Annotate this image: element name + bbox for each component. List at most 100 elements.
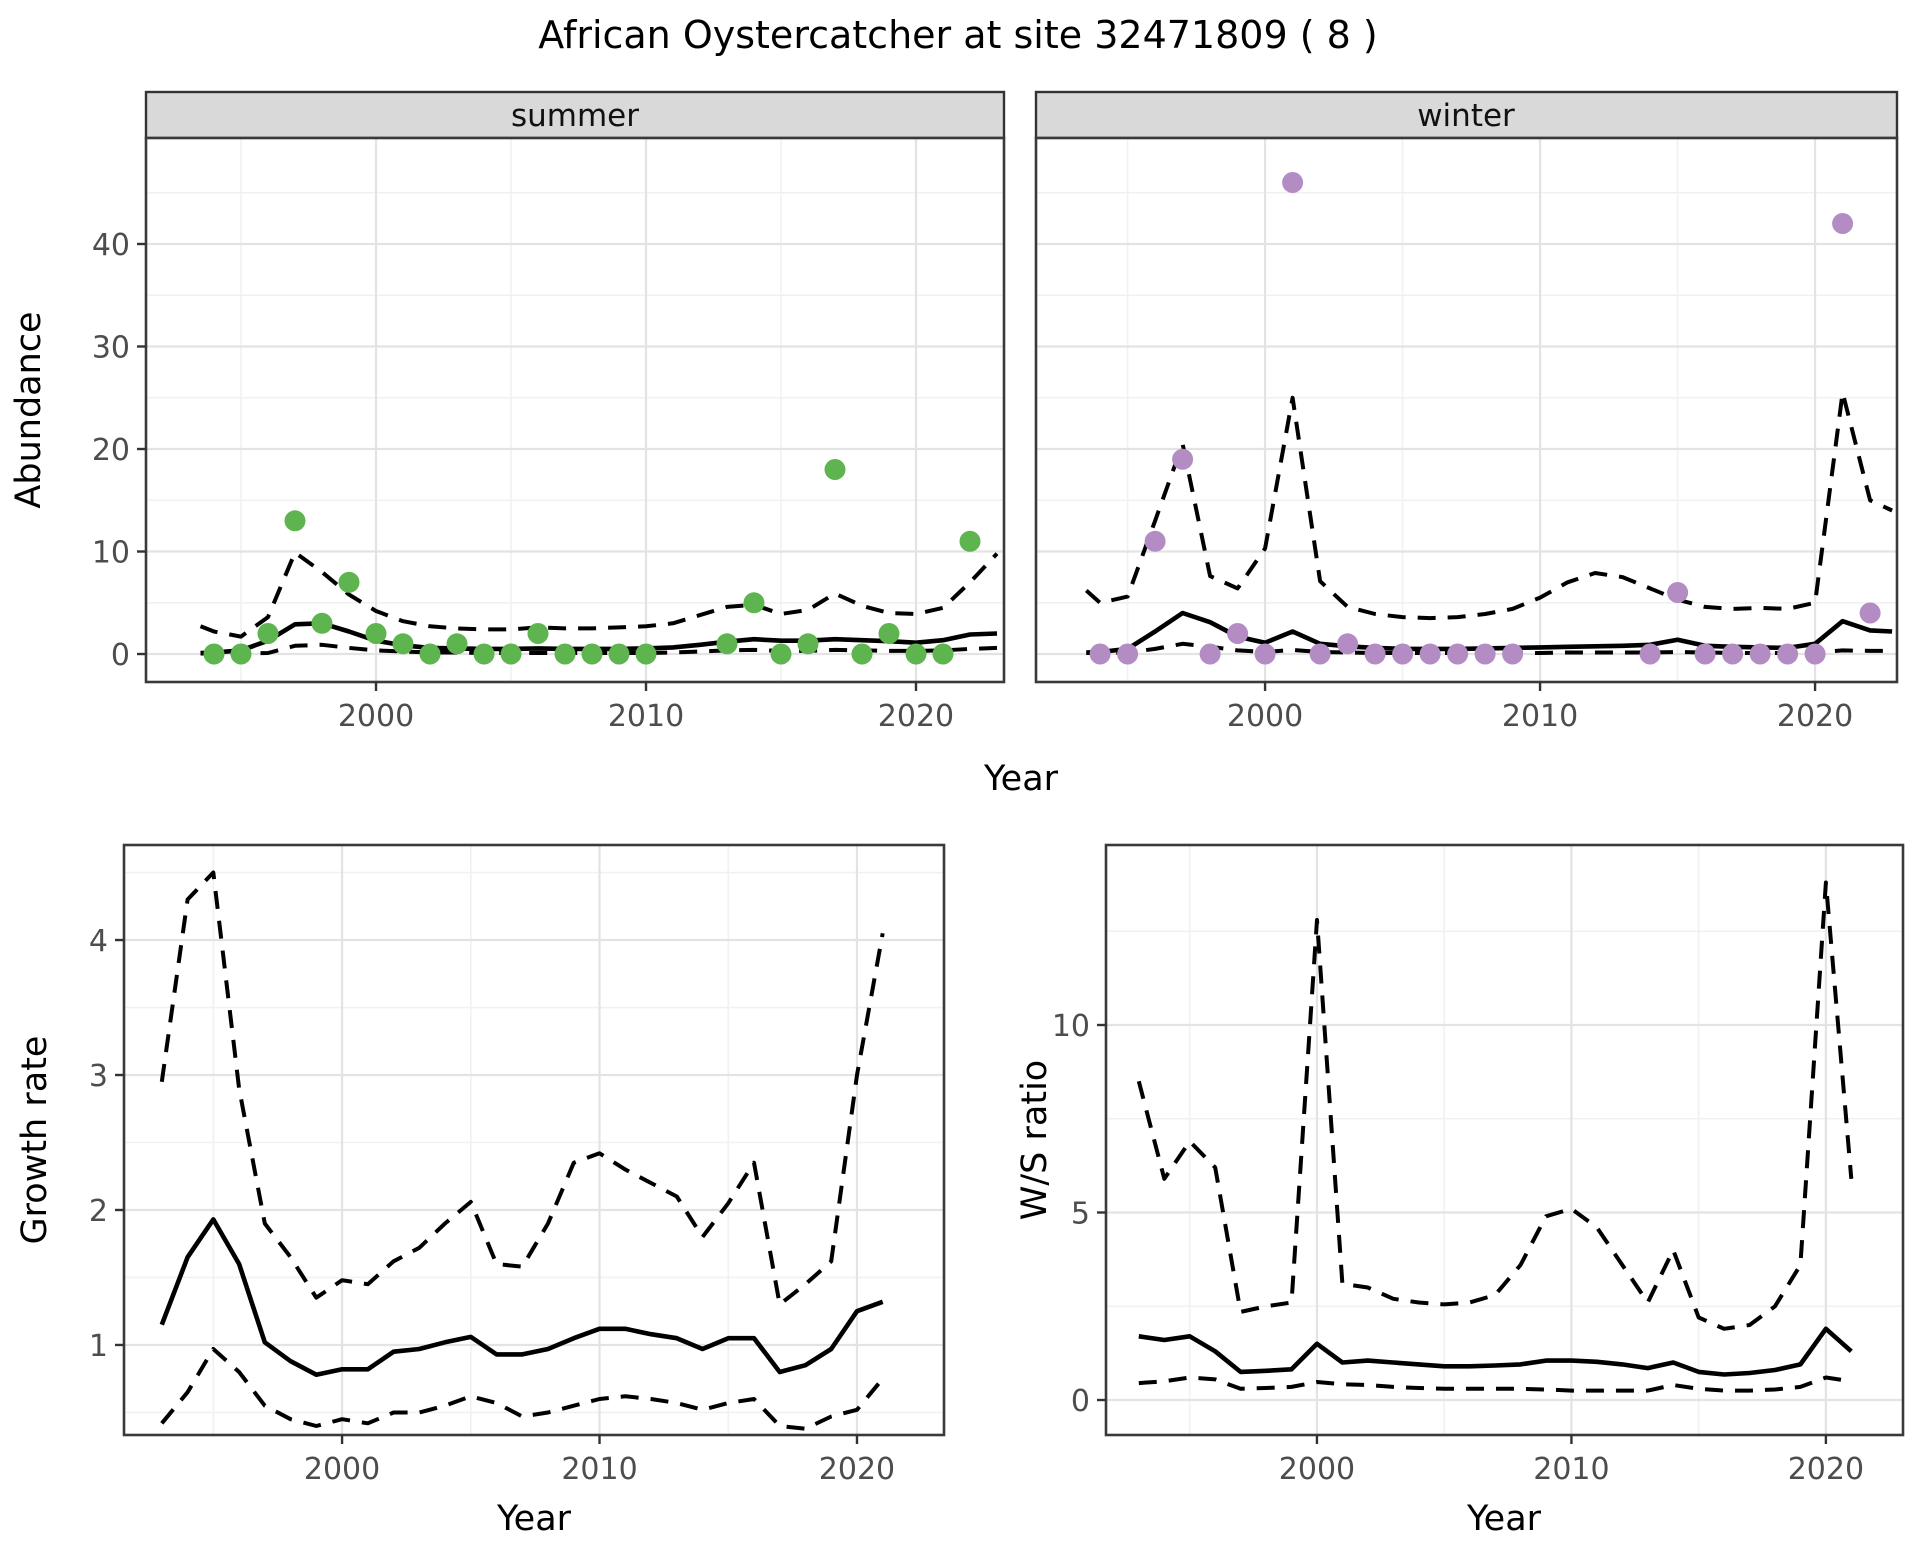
ci-upper-line — [1136, 880, 1854, 1331]
data-point — [1309, 643, 1331, 665]
facet-strip-summer — [144, 90, 1006, 140]
lines-group — [159, 870, 885, 1431]
data-point — [1392, 643, 1414, 665]
panel-background — [146, 138, 1004, 682]
data-point — [1419, 643, 1441, 665]
y-tick-label: 30 — [92, 330, 130, 365]
panel-border — [144, 136, 1006, 684]
data-point — [500, 643, 522, 665]
top-year-axis-label: Year — [983, 759, 1059, 799]
data-point — [1337, 633, 1359, 655]
y-tick-label: 10 — [1052, 1009, 1090, 1044]
data-point — [311, 612, 333, 634]
data-point — [824, 459, 846, 480]
data-point — [797, 633, 819, 655]
lines-group — [1136, 880, 1854, 1393]
data-point — [1282, 172, 1304, 193]
x-tick-label: 2010 — [561, 1452, 637, 1487]
data-point — [1859, 602, 1881, 624]
y-tick-label: 3 — [89, 1059, 108, 1094]
data-point — [770, 643, 792, 665]
y-tick-label: 40 — [92, 228, 130, 263]
data-point — [716, 633, 738, 655]
ws-year-axis-label: Year — [1466, 1499, 1542, 1539]
data-point — [554, 643, 576, 665]
data-point — [743, 592, 765, 614]
data-point — [1474, 643, 1496, 665]
page-title: African Oystercatcher at site 32471809 (… — [538, 13, 1377, 57]
data-point — [1804, 643, 1826, 665]
data-point — [527, 623, 549, 644]
data-point — [365, 623, 387, 644]
data-point — [959, 530, 981, 552]
data-point — [1199, 643, 1221, 665]
x-tick-label: 2000 — [338, 699, 414, 734]
panel-abundance-summer: 2000 2010 2020 0 10 20 30 40 — [92, 136, 1006, 734]
growth-rate-axis-label: Growth rate — [15, 1036, 55, 1245]
data-point — [851, 643, 873, 665]
data-point — [257, 623, 279, 644]
data-point — [473, 643, 495, 665]
data-point — [1144, 530, 1166, 552]
data-point — [1502, 643, 1524, 665]
y-tick-label: 10 — [92, 536, 130, 571]
data-point — [1777, 643, 1799, 665]
fit-line — [1138, 1326, 1853, 1377]
facet-strip-winter — [1034, 90, 1899, 140]
panel-background — [1106, 845, 1903, 1435]
data-point — [1172, 448, 1194, 470]
abundance-axis-label: Abundance — [9, 311, 49, 508]
x-tick-label: 2010 — [608, 699, 684, 734]
ci-lower-line — [1138, 1375, 1852, 1393]
data-point — [905, 643, 927, 665]
ws-ratio-axis-label: W/S ratio — [1015, 1060, 1055, 1220]
panel-abundance-winter: 2000 2010 2020 — [1034, 136, 1899, 734]
data-point — [1089, 643, 1111, 665]
x-tick-label: 2020 — [1777, 699, 1853, 734]
y-tick-label: 0 — [111, 638, 130, 673]
data-point — [1749, 643, 1771, 665]
data-point — [878, 623, 900, 644]
panel-ws-ratio: 2000 2010 2020 0 5 10 — [1052, 843, 1905, 1487]
y-tick-label: 20 — [92, 433, 130, 468]
data-point — [1117, 643, 1139, 665]
facet-strip-winter-label: winter — [1417, 98, 1515, 134]
data-point — [1254, 643, 1276, 665]
data-point — [446, 633, 468, 655]
panel-border — [1104, 843, 1905, 1437]
data-point — [608, 643, 630, 665]
data-point — [392, 633, 414, 655]
data-point — [419, 643, 441, 665]
ci-lower-line — [160, 1347, 885, 1431]
data-point — [1447, 643, 1469, 665]
x-tick-label: 2000 — [1279, 1452, 1355, 1487]
panel-background — [1036, 138, 1897, 682]
data-point — [230, 643, 252, 665]
data-point — [581, 643, 603, 665]
x-tick-label: 2020 — [819, 1452, 895, 1487]
x-tick-label: 2000 — [1227, 699, 1303, 734]
data-point — [1694, 643, 1716, 665]
data-point — [1639, 643, 1661, 665]
x-tick-label: 2010 — [1502, 699, 1578, 734]
y-tick-label: 2 — [89, 1194, 108, 1229]
y-tick-label: 1 — [89, 1329, 108, 1364]
y-tick-label: 0 — [1071, 1384, 1090, 1419]
x-tick-label: 2000 — [304, 1452, 380, 1487]
y-tick-label: 5 — [1071, 1197, 1090, 1232]
ci-upper-line — [199, 550, 999, 639]
data-point — [203, 643, 225, 665]
data-point — [1722, 643, 1744, 665]
panel-border — [1034, 136, 1899, 684]
data-point — [284, 510, 306, 532]
panel-border — [122, 843, 946, 1437]
x-tick-label: 2010 — [1533, 1452, 1609, 1487]
ci-upper-line — [1084, 390, 1893, 621]
data-point — [338, 571, 360, 593]
data-point — [1364, 643, 1386, 665]
growth-year-axis-label: Year — [496, 1499, 572, 1539]
ci-upper-line — [159, 870, 885, 1307]
panel-growth-rate: 2000 2010 2020 1 2 3 4 — [89, 843, 946, 1487]
